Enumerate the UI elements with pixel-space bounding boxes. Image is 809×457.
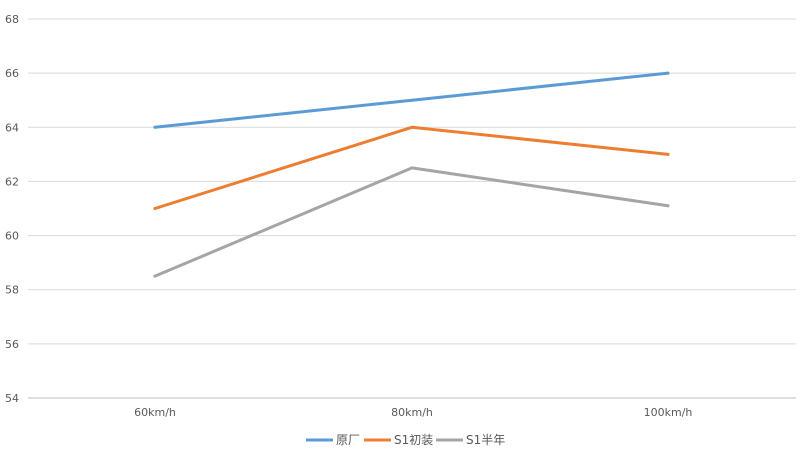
data-point — [410, 98, 414, 102]
legend-label: S1半年 — [466, 433, 505, 447]
y-tick-label: 68 — [5, 13, 19, 26]
y-tick-label: 54 — [5, 392, 19, 405]
data-point — [410, 166, 414, 170]
y-tick-label: 58 — [5, 284, 19, 297]
data-point — [666, 204, 670, 208]
y-axis-tick-labels: 54 56 58 60 62 64 66 68 — [5, 13, 19, 405]
x-tick-label: 100km/h — [644, 406, 693, 419]
data-point — [410, 125, 414, 129]
data-point — [666, 152, 670, 156]
series-lines — [153, 71, 670, 278]
y-tick-label: 60 — [5, 230, 19, 243]
legend-label: 原厂 — [336, 433, 360, 447]
y-tick-label: 56 — [5, 338, 19, 351]
grid-lines — [28, 18, 796, 399]
y-tick-label: 66 — [5, 67, 19, 80]
legend-label: S1初装 — [394, 433, 433, 447]
data-point — [153, 207, 157, 210]
x-tick-label: 80km/h — [391, 406, 433, 419]
legend: 原厂 S1初装 S1半年 — [306, 433, 505, 447]
data-point — [153, 274, 157, 278]
y-tick-label: 64 — [5, 121, 19, 134]
x-axis-tick-labels: 60km/h 80km/h 100km/h — [134, 406, 692, 419]
x-tick-label: 60km/h — [134, 406, 176, 419]
data-point — [666, 71, 670, 75]
y-tick-label: 62 — [5, 175, 19, 188]
data-point — [153, 125, 157, 129]
